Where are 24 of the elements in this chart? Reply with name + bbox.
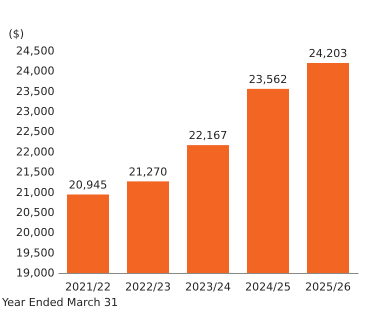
x-tick-label: 2024/25 <box>245 280 291 294</box>
x-tick-label: 2023/24 <box>185 280 231 294</box>
y-tick-label: 24,000 <box>16 64 54 78</box>
text: Year Ended March 31 <box>2 296 119 309</box>
y-tick-label: 22,500 <box>16 125 54 138</box>
data-label: 23,562 <box>248 72 288 86</box>
x-tick-label: 2025/26 <box>305 280 351 294</box>
data-label: 22,167 <box>188 129 228 142</box>
y-tick-label: 20,500 <box>16 206 54 219</box>
y-tick-label: 20,000 <box>16 226 54 240</box>
data-label: 20,945 <box>68 178 108 192</box>
y-tick-label: 19,500 <box>16 246 54 260</box>
data-label: 21,270 <box>128 165 168 178</box>
y-tick-label: 22,000 <box>16 145 54 158</box>
y-tick-label: 23,000 <box>16 105 54 118</box>
y-tick-label: 24,500 <box>16 44 54 58</box>
x-tick-label: 2022/23 <box>125 280 171 294</box>
y-axis-title: ($) <box>8 28 24 40</box>
y-tick-label: 19,000 <box>16 266 54 280</box>
x-tick-label: 2021/22 <box>65 280 111 294</box>
data-label: 24,203 <box>308 46 348 60</box>
y-tick-label: 23,500 <box>16 84 54 98</box>
y-tick-label: 21,000 <box>16 186 54 199</box>
y-tick-label: 21,500 <box>16 166 54 179</box>
